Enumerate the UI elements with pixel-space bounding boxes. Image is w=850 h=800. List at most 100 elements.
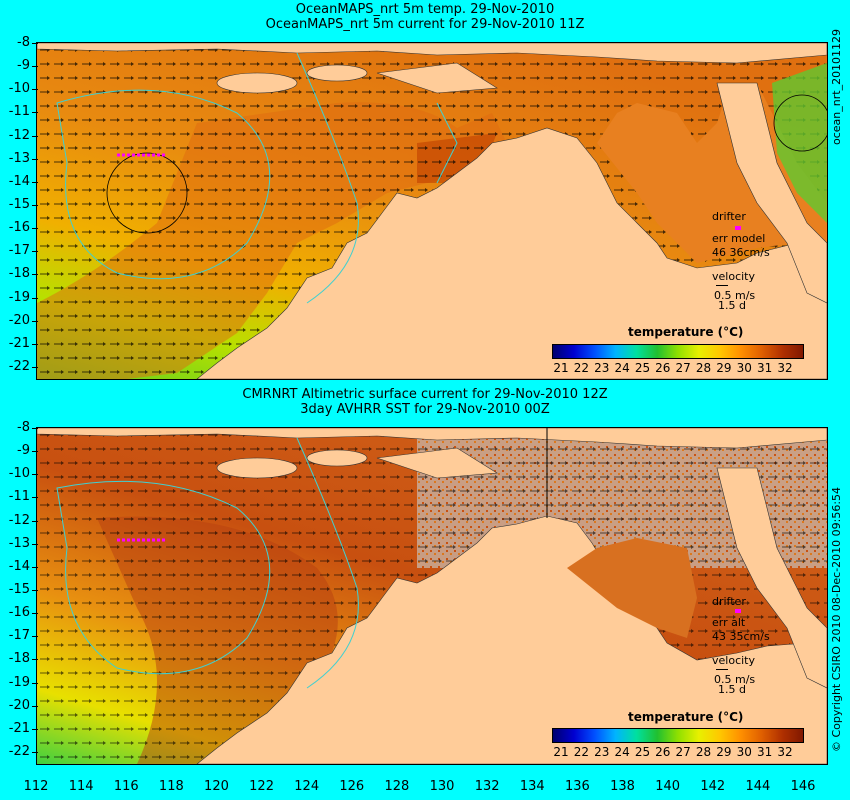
bottom-lat-tick: -15 [8, 582, 30, 597]
top-lat-tickmark [32, 367, 38, 368]
bottom-lat-tick: -20 [8, 697, 30, 713]
top-legend-velocity: velocity [712, 270, 755, 283]
lon-tick: 112 [23, 779, 49, 794]
top-lat-tickmark [32, 274, 38, 276]
lon-tick: 134 [519, 779, 545, 794]
top-lat-tickmark [32, 320, 38, 322]
lon-tick: 142 [700, 779, 726, 794]
top-velocity-arrow [716, 285, 728, 286]
top-lat-tick: -11 [8, 104, 30, 120]
lon-tick: 136 [564, 779, 590, 794]
bottom-lat-tick: -9 [17, 443, 30, 459]
bottom-legend-velocity: velocity [712, 654, 755, 667]
top-colorbar-tick: 31 [756, 361, 773, 375]
top-lat-tickmark [32, 66, 38, 68]
lon-tick: 124 [294, 779, 320, 794]
bottom-map-svg [37, 428, 827, 764]
top-lat-tickmark [32, 112, 38, 114]
top-lat-tick: -19 [8, 289, 30, 305]
top-colorbar-title: temperature (°C) [628, 325, 744, 339]
top-lat-tick: -21 [8, 335, 30, 351]
bottom-colorbar-tick: 31 [756, 745, 773, 759]
top-colorbar-tick: 29 [716, 361, 732, 375]
bottom-lat-tickmark [32, 474, 38, 476]
bottom-colorbar-tick: 21 [553, 745, 569, 759]
top-lat-tickmark [32, 158, 38, 160]
top-lat-tick: -14 [8, 173, 30, 189]
top-lat-tick: -13 [8, 150, 30, 166]
top-lat-tickmark [32, 181, 38, 183]
bottom-lat-tick: -10 [8, 466, 30, 482]
top-colorbar-tick: 26 [655, 361, 671, 375]
top-colorbar-tick: 32 [777, 361, 793, 375]
bottom-lat-tickmark [32, 497, 38, 499]
bottom-legend-err: err alt [712, 616, 746, 629]
lon-tick: 128 [384, 779, 410, 794]
bottom-legend-drifter: drifter [712, 595, 746, 608]
top-legend-days: 1.5 d [718, 299, 746, 312]
top-legend-err: err model [712, 232, 766, 245]
bottom-lat-tickmark [32, 728, 38, 730]
top-colorbar-tick: 28 [695, 361, 712, 375]
bottom-lat-tickmark [32, 566, 38, 568]
bottom-lat-tickmark [32, 705, 38, 707]
lon-tick: 138 [610, 779, 635, 794]
top-lat-tickmark [32, 135, 38, 137]
bottom-lat-tick: -12 [8, 512, 30, 528]
top-legend-drifter: drifter [712, 210, 746, 223]
bottom-colorbar [552, 728, 804, 743]
bottom-lat-tickmark [32, 752, 38, 753]
bottom-map-panel [36, 427, 828, 765]
bottom-title-line1: CMRNRT Altimetric surface current for 29… [242, 387, 608, 402]
bottom-colorbar-tick: 23 [594, 745, 610, 759]
bottom-lat-tick: -11 [8, 489, 30, 505]
bottom-colorbar-tick: 32 [777, 745, 793, 759]
lon-tick: 146 [790, 779, 816, 794]
bottom-lat-tickmark [32, 590, 38, 591]
bottom-colorbar-tick: 30 [736, 745, 752, 759]
bottom-title-line2: 3day AVHRR SST for 29-Nov-2010 00Z [300, 402, 550, 417]
top-lat-tick: -16 [8, 220, 30, 236]
top-lat-tickmark [32, 343, 38, 345]
top-colorbar-tick: 30 [736, 361, 752, 375]
top-title-line1: OceanMAPS_nrt 5m temp. 29-Nov-2010 [295, 2, 555, 17]
bottom-lat-tick: -16 [8, 605, 30, 621]
bottom-lat-tickmark [32, 659, 38, 661]
bottom-lat-tickmark [32, 636, 38, 638]
lon-tick: 116 [113, 779, 139, 794]
top-legend-err-value: 46 36cm/s [712, 246, 770, 259]
top-lat-tick: -17 [8, 243, 30, 259]
bottom-legend-err-value: 43 35cm/s [712, 630, 770, 643]
bottom-lat-tickmark [32, 682, 38, 684]
top-lat-tickmark [32, 297, 38, 299]
top-lat-tick: -10 [8, 81, 30, 97]
bottom-colorbar-tick: 26 [655, 745, 671, 759]
top-colorbar-tick: 22 [573, 361, 589, 375]
top-title-line2: OceanMAPS_nrt 5m current for 29-Nov-2010… [265, 17, 585, 32]
bottom-lat-tick: -14 [8, 558, 30, 574]
top-lat-tickmark [32, 228, 38, 230]
top-colorbar-tick: 24 [614, 361, 630, 375]
top-lat-tickmark [32, 251, 38, 253]
bottom-lat-tick: -18 [8, 651, 30, 667]
bottom-lat-tick: -22 [8, 744, 30, 759]
bottom-colorbar-tick: 25 [634, 745, 651, 759]
top-lat-tickmark [32, 89, 38, 91]
bottom-lat-tick: -13 [8, 535, 30, 551]
bottom-colorbar-tick: 22 [573, 745, 589, 759]
top-lat-tick: -22 [8, 359, 30, 374]
top-legend-speed: 0.5 m/s [714, 289, 756, 302]
lon-tick: 122 [249, 779, 274, 794]
bottom-lat-tick: -17 [8, 628, 30, 644]
top-map-panel [36, 42, 828, 380]
top-colorbar-tick: 27 [675, 361, 691, 375]
bottom-legend-days: 1.5 d [718, 683, 746, 696]
top-map-svg [37, 43, 827, 379]
bottom-colorbar-tick: 28 [695, 745, 712, 759]
lon-tick: 132 [474, 779, 500, 794]
bottom-lat-tickmark [32, 451, 38, 453]
top-lat-tickmark [32, 43, 38, 44]
top-lat-tickmark [32, 205, 38, 206]
top-drifter-swatch [735, 226, 741, 230]
top-side-label: ocean_nrt_20101129 [830, 28, 843, 145]
